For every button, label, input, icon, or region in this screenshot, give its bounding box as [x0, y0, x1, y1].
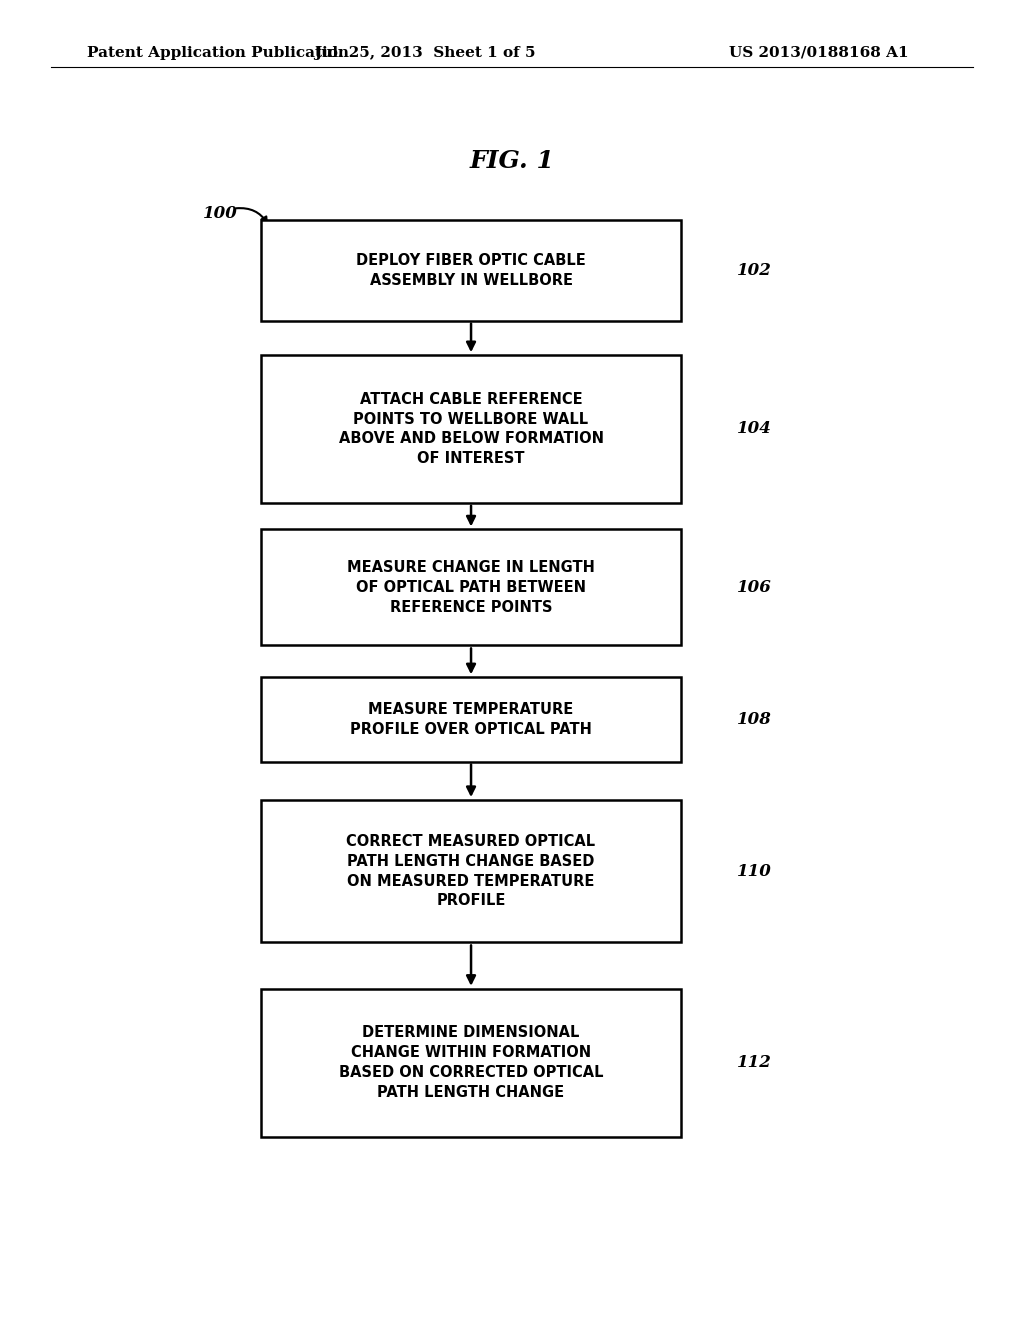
Text: Patent Application Publication: Patent Application Publication — [87, 46, 349, 59]
Text: 110: 110 — [737, 863, 772, 879]
Text: Jul. 25, 2013  Sheet 1 of 5: Jul. 25, 2013 Sheet 1 of 5 — [314, 46, 536, 59]
Text: CORRECT MEASURED OPTICAL
PATH LENGTH CHANGE BASED
ON MEASURED TEMPERATURE
PROFIL: CORRECT MEASURED OPTICAL PATH LENGTH CHA… — [346, 834, 596, 908]
Text: ATTACH CABLE REFERENCE
POINTS TO WELLBORE WALL
ABOVE AND BELOW FORMATION
OF INTE: ATTACH CABLE REFERENCE POINTS TO WELLBOR… — [339, 392, 603, 466]
Text: DEPLOY FIBER OPTIC CABLE
ASSEMBLY IN WELLBORE: DEPLOY FIBER OPTIC CABLE ASSEMBLY IN WEL… — [356, 253, 586, 288]
Text: US 2013/0188168 A1: US 2013/0188168 A1 — [729, 46, 909, 59]
Text: MEASURE TEMPERATURE
PROFILE OVER OPTICAL PATH: MEASURE TEMPERATURE PROFILE OVER OPTICAL… — [350, 702, 592, 737]
Text: 102: 102 — [737, 263, 772, 279]
Text: 108: 108 — [737, 711, 772, 727]
Text: MEASURE CHANGE IN LENGTH
OF OPTICAL PATH BETWEEN
REFERENCE POINTS: MEASURE CHANGE IN LENGTH OF OPTICAL PATH… — [347, 560, 595, 615]
Text: 104: 104 — [737, 421, 772, 437]
Text: 100: 100 — [203, 206, 238, 222]
Text: 112: 112 — [737, 1055, 772, 1071]
Text: 106: 106 — [737, 579, 772, 595]
Text: DETERMINE DIMENSIONAL
CHANGE WITHIN FORMATION
BASED ON CORRECTED OPTICAL
PATH LE: DETERMINE DIMENSIONAL CHANGE WITHIN FORM… — [339, 1026, 603, 1100]
Text: FIG. 1: FIG. 1 — [470, 149, 554, 173]
